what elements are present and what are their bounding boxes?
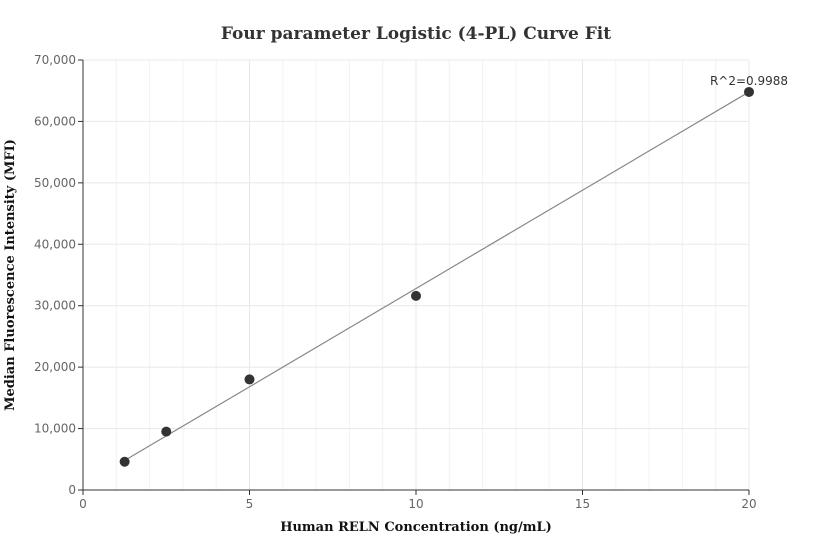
y-tick-label: 10,000 [34,422,76,436]
r-squared-annotation: R^2=0.9988 [710,74,788,88]
y-axis-label: Median Fluorescence Intensity (MFI) [3,139,18,411]
data-point [119,456,130,467]
x-tick-label: 15 [575,497,590,511]
y-tick-label: 0 [68,483,76,497]
y-tick-label: 40,000 [34,237,76,251]
x-axis-label: Human RELN Concentration (ng/mL) [280,520,552,535]
data-point [744,86,754,97]
data-point [411,290,421,301]
ticks: 0 5 10 15 20 0 10,000 20,000 30,000 40,000 50,000 6… [34,53,757,511]
y-tick-label: 60,000 [34,114,76,128]
fit-curve [124,91,750,462]
y-tick-label: 20,000 [34,360,76,374]
y-tick-label: 30,000 [34,299,76,313]
x-tick-label: 0 [79,497,87,511]
data-point [161,426,172,437]
grid [83,59,750,490]
chart-title: Four parameter Logistic (4-PL) Curve Fit [221,24,611,44]
x-tick-label: 5 [246,497,254,511]
x-tick-label: 20 [741,497,756,511]
data-point [244,374,255,385]
series [119,86,754,467]
x-tick-label: 10 [408,497,423,511]
y-tick-label: 70,000 [34,53,76,67]
y-tick-label: 50,000 [34,176,76,190]
